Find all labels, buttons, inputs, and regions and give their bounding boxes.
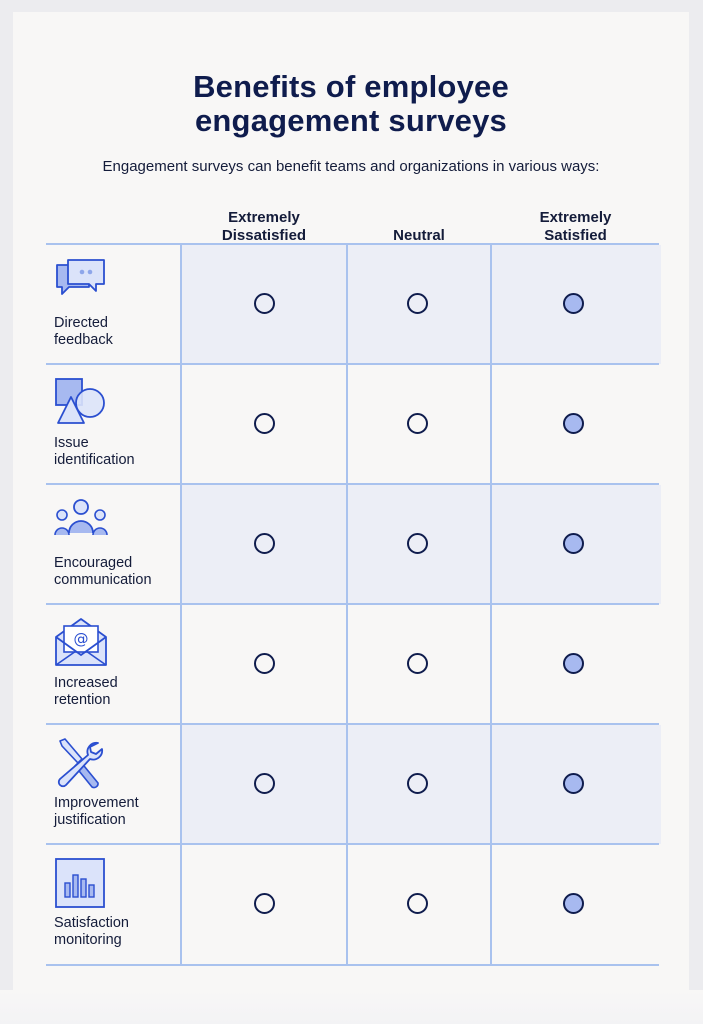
subtitle: Engagement surveys can benefit teams and… [102, 158, 600, 175]
bar-chart-icon [55, 858, 105, 908]
cell-extremely-satisfied [490, 245, 661, 364]
cell-extremely-satisfied [490, 365, 661, 484]
radio-neutral[interactable] [407, 533, 428, 554]
cell-extremely-dissatisfied [180, 365, 348, 484]
radio-extremely-dissatisfied[interactable] [254, 893, 275, 914]
radio-extremely-dissatisfied[interactable] [254, 413, 275, 434]
radio-neutral[interactable] [407, 413, 428, 434]
shapes-icon [55, 378, 105, 424]
radio-extremely-satisfied[interactable] [563, 893, 584, 914]
cell-extremely-satisfied [490, 605, 661, 724]
row-header-cell: Improvement justification [46, 725, 180, 844]
speech-bubbles-icon [56, 259, 105, 295]
row-label: Satisfaction monitoring [54, 915, 129, 948]
cell-extremely-satisfied [490, 485, 661, 604]
page-title: Benefits of employee engagement surveys [13, 70, 689, 138]
svg-text:@: @ [74, 630, 89, 648]
row-header-cell: @ Increased retention [46, 605, 180, 724]
bottom-fade [0, 990, 703, 1024]
cell-extremely-dissatisfied [180, 245, 348, 364]
title-line-2: engagement surveys [194, 103, 507, 138]
cell-neutral [346, 245, 492, 364]
table-row-encouraged-communication: Encouraged communication [46, 483, 661, 604]
row-label: Issue identification [54, 435, 135, 468]
cell-neutral [346, 845, 492, 964]
radio-extremely-dissatisfied[interactable] [254, 773, 275, 794]
radio-extremely-satisfied[interactable] [563, 653, 584, 674]
column-header-extremely-satisfied: Extremely Satisfied [490, 207, 661, 245]
column-header-line: Extremely [228, 209, 300, 226]
column-header-neutral: Neutral [346, 207, 492, 245]
column-header-line: Neutral [393, 227, 445, 244]
row-label: Improvement justification [54, 795, 139, 828]
radio-extremely-satisfied[interactable] [563, 413, 584, 434]
cell-extremely-satisfied [490, 845, 661, 964]
table-row-satisfaction-monitoring: Satisfaction monitoring [46, 843, 659, 966]
radio-neutral[interactable] [407, 293, 428, 314]
column-header-line: Satisfied [544, 227, 607, 244]
radio-extremely-satisfied[interactable] [563, 773, 584, 794]
cell-neutral [346, 485, 492, 604]
infographic-card: Benefits of employee engagement surveys … [13, 12, 689, 1012]
radio-neutral[interactable] [407, 773, 428, 794]
column-header-line: Dissatisfied [221, 227, 307, 244]
row-header-cell: Satisfaction monitoring [46, 845, 180, 964]
email-envelope-icon: @ [55, 618, 107, 666]
table-row-increased-retention: @ Increased retention [46, 603, 659, 724]
radio-neutral[interactable] [407, 893, 428, 914]
cell-extremely-dissatisfied [180, 725, 348, 844]
cell-neutral [346, 365, 492, 484]
cell-extremely-dissatisfied [180, 485, 348, 604]
radio-extremely-dissatisfied[interactable] [254, 653, 275, 674]
row-header-cell: Directed feedback [46, 245, 180, 364]
cell-extremely-dissatisfied [180, 605, 348, 724]
row-label: Increased retention [54, 675, 118, 708]
title-line-1: Benefits of employee [193, 69, 509, 104]
radio-extremely-dissatisfied[interactable] [254, 293, 275, 314]
column-header-line: Extremely [539, 209, 612, 226]
radio-extremely-satisfied[interactable] [563, 533, 584, 554]
row-label: Directed feedback [54, 315, 113, 348]
cell-neutral [346, 605, 492, 724]
radio-neutral[interactable] [407, 653, 428, 674]
table-row-issue-identification: Issue identification [46, 363, 659, 484]
row-header-cell: Issue identification [46, 365, 180, 484]
tools-icon [57, 738, 104, 789]
radio-extremely-dissatisfied[interactable] [254, 533, 275, 554]
cell-extremely-satisfied [490, 725, 661, 844]
row-header-cell: Encouraged communication [46, 485, 180, 604]
row-label: Encouraged communication [54, 555, 152, 588]
table-row-directed-feedback: Directed feedback [46, 243, 661, 364]
column-header-extremely-dissatisfied: Extremely Dissatisfied [180, 207, 348, 245]
radio-extremely-satisfied[interactable] [563, 293, 584, 314]
survey-grid: Directed feedback Issue identification [46, 243, 661, 966]
cell-neutral [346, 725, 492, 844]
cell-extremely-dissatisfied [180, 845, 348, 964]
people-group-icon [54, 499, 108, 536]
table-row-improvement-justification: Improvement justification [46, 723, 661, 844]
